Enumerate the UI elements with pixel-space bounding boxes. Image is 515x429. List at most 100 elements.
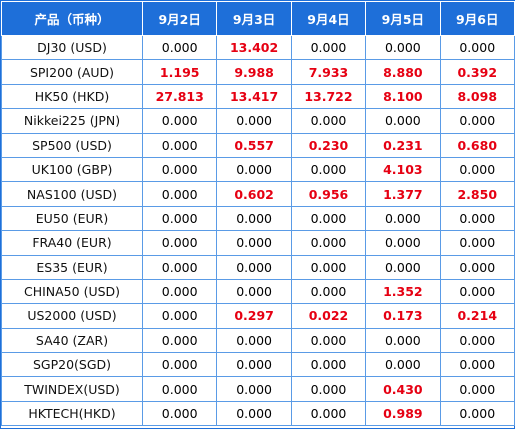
value-cell: 0.000 <box>141 230 218 256</box>
product-cell: SA40 (ZAR) <box>1 327 143 354</box>
header-date: 9月4日 <box>290 1 367 36</box>
value-cell: 0.000 <box>290 352 367 378</box>
value-cell: 13.722 <box>290 83 367 110</box>
product-cell: SGP20(SGD) <box>1 352 143 378</box>
value-cell: 0.297 <box>216 303 292 329</box>
value-cell: 0.000 <box>216 108 292 134</box>
value-cell: 0.000 <box>290 156 367 183</box>
value-cell: 0.000 <box>290 278 367 305</box>
product-cell: HK50 (HKD) <box>1 83 143 110</box>
value-cell: 0.000 <box>216 352 292 378</box>
value-cell: 0.000 <box>290 34 367 61</box>
table-row: Nikkei225 (JPN) 0.000 0.000 0.000 0.000 0.000 <box>1 108 515 134</box>
table-row: HK50 (HKD) 27.813 13.417 13.722 8.100 8.098 <box>1 83 515 110</box>
value-cell: 0.173 <box>365 303 441 329</box>
value-cell: 0.000 <box>141 181 218 207</box>
table-row: SPI200 (AUD) 1.195 9.988 7.933 8.880 0.392 <box>1 59 515 85</box>
value-cell: 0.557 <box>216 132 292 158</box>
value-cell: 0.000 <box>141 108 218 134</box>
table-row: FRA40 (EUR) 0.000 0.000 0.000 0.000 0.000 <box>1 230 515 256</box>
value-cell: 0.989 <box>365 400 441 427</box>
value-cell: 0.000 <box>365 230 441 256</box>
value-cell: 0.000 <box>141 303 218 329</box>
value-cell: 8.100 <box>365 83 441 110</box>
value-cell: 0.000 <box>439 254 515 280</box>
value-cell: 0.000 <box>439 156 515 183</box>
product-cell: EU50 (EUR) <box>1 205 143 232</box>
header-product: 产品（币种） <box>1 1 143 36</box>
value-cell: 0.214 <box>439 303 515 329</box>
table-row: SP500 (USD) 0.000 0.557 0.230 0.231 0.680 <box>1 132 515 158</box>
value-cell: 0.000 <box>439 352 515 378</box>
value-cell: 0.000 <box>141 156 218 183</box>
value-cell: 0.000 <box>439 376 515 402</box>
value-cell: 0.000 <box>141 400 218 427</box>
value-cell: 0.000 <box>216 327 292 354</box>
table-row: UK100 (GBP) 0.000 0.000 0.000 4.103 0.000 <box>1 156 515 183</box>
value-cell: 0.000 <box>141 205 218 232</box>
header-date: 9月6日 <box>439 1 515 36</box>
header-row: 产品（币种） 9月2日 9月3日 9月4日 9月5日 9月6日 <box>1 1 515 36</box>
value-cell: 0.000 <box>290 205 367 232</box>
value-cell: 0.956 <box>290 181 367 207</box>
product-cell: SPI200 (AUD) <box>1 59 143 85</box>
value-cell: 0.430 <box>365 376 441 402</box>
table-body: DJ30 (USD) 0.000 13.402 0.000 0.000 0.000 SPI2… <box>1 34 515 427</box>
product-cell: SP500 (USD) <box>1 132 143 158</box>
value-cell: 9.988 <box>216 59 292 85</box>
value-cell: 8.098 <box>439 83 515 110</box>
header-date: 9月2日 <box>141 1 218 36</box>
value-cell: 0.000 <box>216 400 292 427</box>
value-cell: 0.000 <box>216 156 292 183</box>
product-cell: Nikkei225 (JPN) <box>1 108 143 134</box>
value-cell: 8.880 <box>365 59 441 85</box>
product-cell: DJ30 (USD) <box>1 34 143 61</box>
table-row: US2000 (USD) 0.000 0.297 0.022 0.173 0.214 <box>1 303 515 329</box>
value-cell: 0.392 <box>439 59 515 85</box>
value-cell: 0.000 <box>439 230 515 256</box>
value-cell: 0.602 <box>216 181 292 207</box>
value-cell: 1.195 <box>141 59 218 85</box>
value-cell: 0.000 <box>365 352 441 378</box>
value-cell: 0.000 <box>439 327 515 354</box>
value-cell: 0.000 <box>290 327 367 354</box>
table-row: HKTECH(HKD) 0.000 0.000 0.000 0.989 0.000 <box>1 400 515 427</box>
product-cell: FRA40 (EUR) <box>1 230 143 256</box>
value-cell: 0.000 <box>141 352 218 378</box>
value-cell: 0.000 <box>290 376 367 402</box>
value-cell: 0.680 <box>439 132 515 158</box>
value-cell: 0.000 <box>439 278 515 305</box>
value-cell: 0.000 <box>365 34 441 61</box>
value-cell: 0.000 <box>141 132 218 158</box>
value-cell: 27.813 <box>141 83 218 110</box>
product-cell: UK100 (GBP) <box>1 156 143 183</box>
value-cell: 4.103 <box>365 156 441 183</box>
value-cell: 0.000 <box>141 254 218 280</box>
value-cell: 2.850 <box>439 181 515 207</box>
value-cell: 13.417 <box>216 83 292 110</box>
value-cell: 0.000 <box>141 34 218 61</box>
value-cell: 0.000 <box>290 108 367 134</box>
product-cell: NAS100 (USD) <box>1 181 143 207</box>
value-cell: 0.000 <box>216 376 292 402</box>
value-cell: 7.933 <box>290 59 367 85</box>
value-cell: 0.022 <box>290 303 367 329</box>
table-row: TWINDEX(USD) 0.000 0.000 0.000 0.430 0.000 <box>1 376 515 402</box>
value-cell: 0.000 <box>365 108 441 134</box>
value-cell: 0.000 <box>290 400 367 427</box>
header-date: 9月5日 <box>365 1 441 36</box>
table-row: SA40 (ZAR) 0.000 0.000 0.000 0.000 0.000 <box>1 327 515 354</box>
product-cell: HKTECH(HKD) <box>1 400 143 427</box>
value-cell: 0.000 <box>439 108 515 134</box>
value-cell: 0.000 <box>290 254 367 280</box>
product-cell: CHINA50 (USD) <box>1 278 143 305</box>
value-cell: 0.000 <box>365 327 441 354</box>
table-row: DJ30 (USD) 0.000 13.402 0.000 0.000 0.000 <box>1 34 515 61</box>
table-row: NAS100 (USD) 0.000 0.602 0.956 1.377 2.850 <box>1 181 515 207</box>
value-cell: 0.000 <box>216 205 292 232</box>
value-cell: 0.000 <box>439 34 515 61</box>
header-date: 9月3日 <box>216 1 292 36</box>
value-cell: 0.000 <box>141 327 218 354</box>
